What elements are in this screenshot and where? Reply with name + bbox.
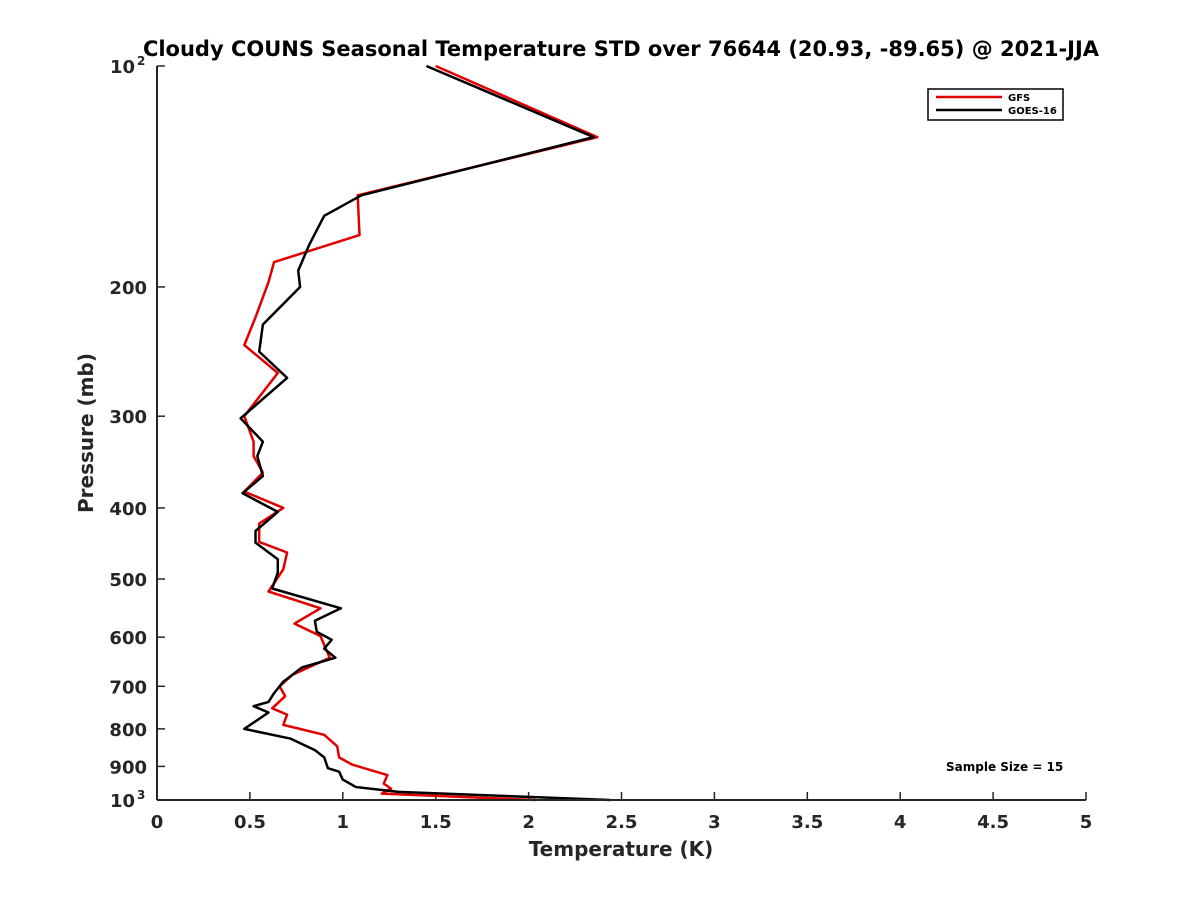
sample-size-annotation: Sample Size = 15 — [946, 760, 1063, 774]
x-tick-label: 2.5 — [606, 812, 638, 833]
y-tick-label: 300 — [109, 407, 147, 428]
series-lines — [239, 64, 611, 802]
y-axis-label: Pressure (mb) — [74, 353, 98, 513]
chart-title: Cloudy COUNS Seasonal Temperature STD ov… — [143, 37, 1100, 61]
x-tick-labels: 0 0.5 1 1.5 2 2.5 3 3.5 4 4.5 5 — [151, 812, 1093, 833]
y-tick-label: 200 — [109, 278, 147, 299]
legend-label-gfs: GFS — [1008, 93, 1030, 104]
x-tick-label: 3 — [708, 812, 721, 833]
y-tick-label: 700 — [109, 677, 147, 698]
y-tick-label: 10 — [110, 791, 135, 812]
x-tick-label: 4 — [894, 812, 907, 833]
x-axis-label: Temperature (K) — [529, 837, 714, 861]
x-tick-label: 2 — [522, 812, 535, 833]
y-tick-label: 10 — [110, 57, 135, 78]
legend-box — [927, 88, 1064, 121]
series-line-goes16 — [239, 64, 611, 802]
x-tick-label: 3.5 — [791, 812, 823, 833]
y-tick-exponent: 3 — [137, 788, 145, 802]
x-tick-label: 4.5 — [977, 812, 1009, 833]
y-tick-label: 800 — [109, 720, 147, 741]
legend-label-goes16: GOES-16 — [1008, 106, 1057, 117]
x-tick-label: 0 — [151, 812, 164, 833]
y-tick-exponent: 2 — [137, 54, 145, 68]
x-tick-label: 1.5 — [420, 812, 452, 833]
y-tick-label: 900 — [109, 757, 147, 778]
y-tick-label: 500 — [109, 570, 147, 591]
x-tick-label: 0.5 — [234, 812, 266, 833]
y-tick-label: 400 — [109, 499, 147, 520]
series-line-gfs — [243, 64, 599, 802]
x-tick-label: 1 — [337, 812, 350, 833]
plot-area — [157, 66, 1086, 800]
x-tick-label: 5 — [1080, 812, 1093, 833]
tick-marks — [156, 65, 1087, 801]
y-tick-label: 600 — [109, 628, 147, 649]
legend: GFS GOES-16 — [927, 88, 1064, 121]
